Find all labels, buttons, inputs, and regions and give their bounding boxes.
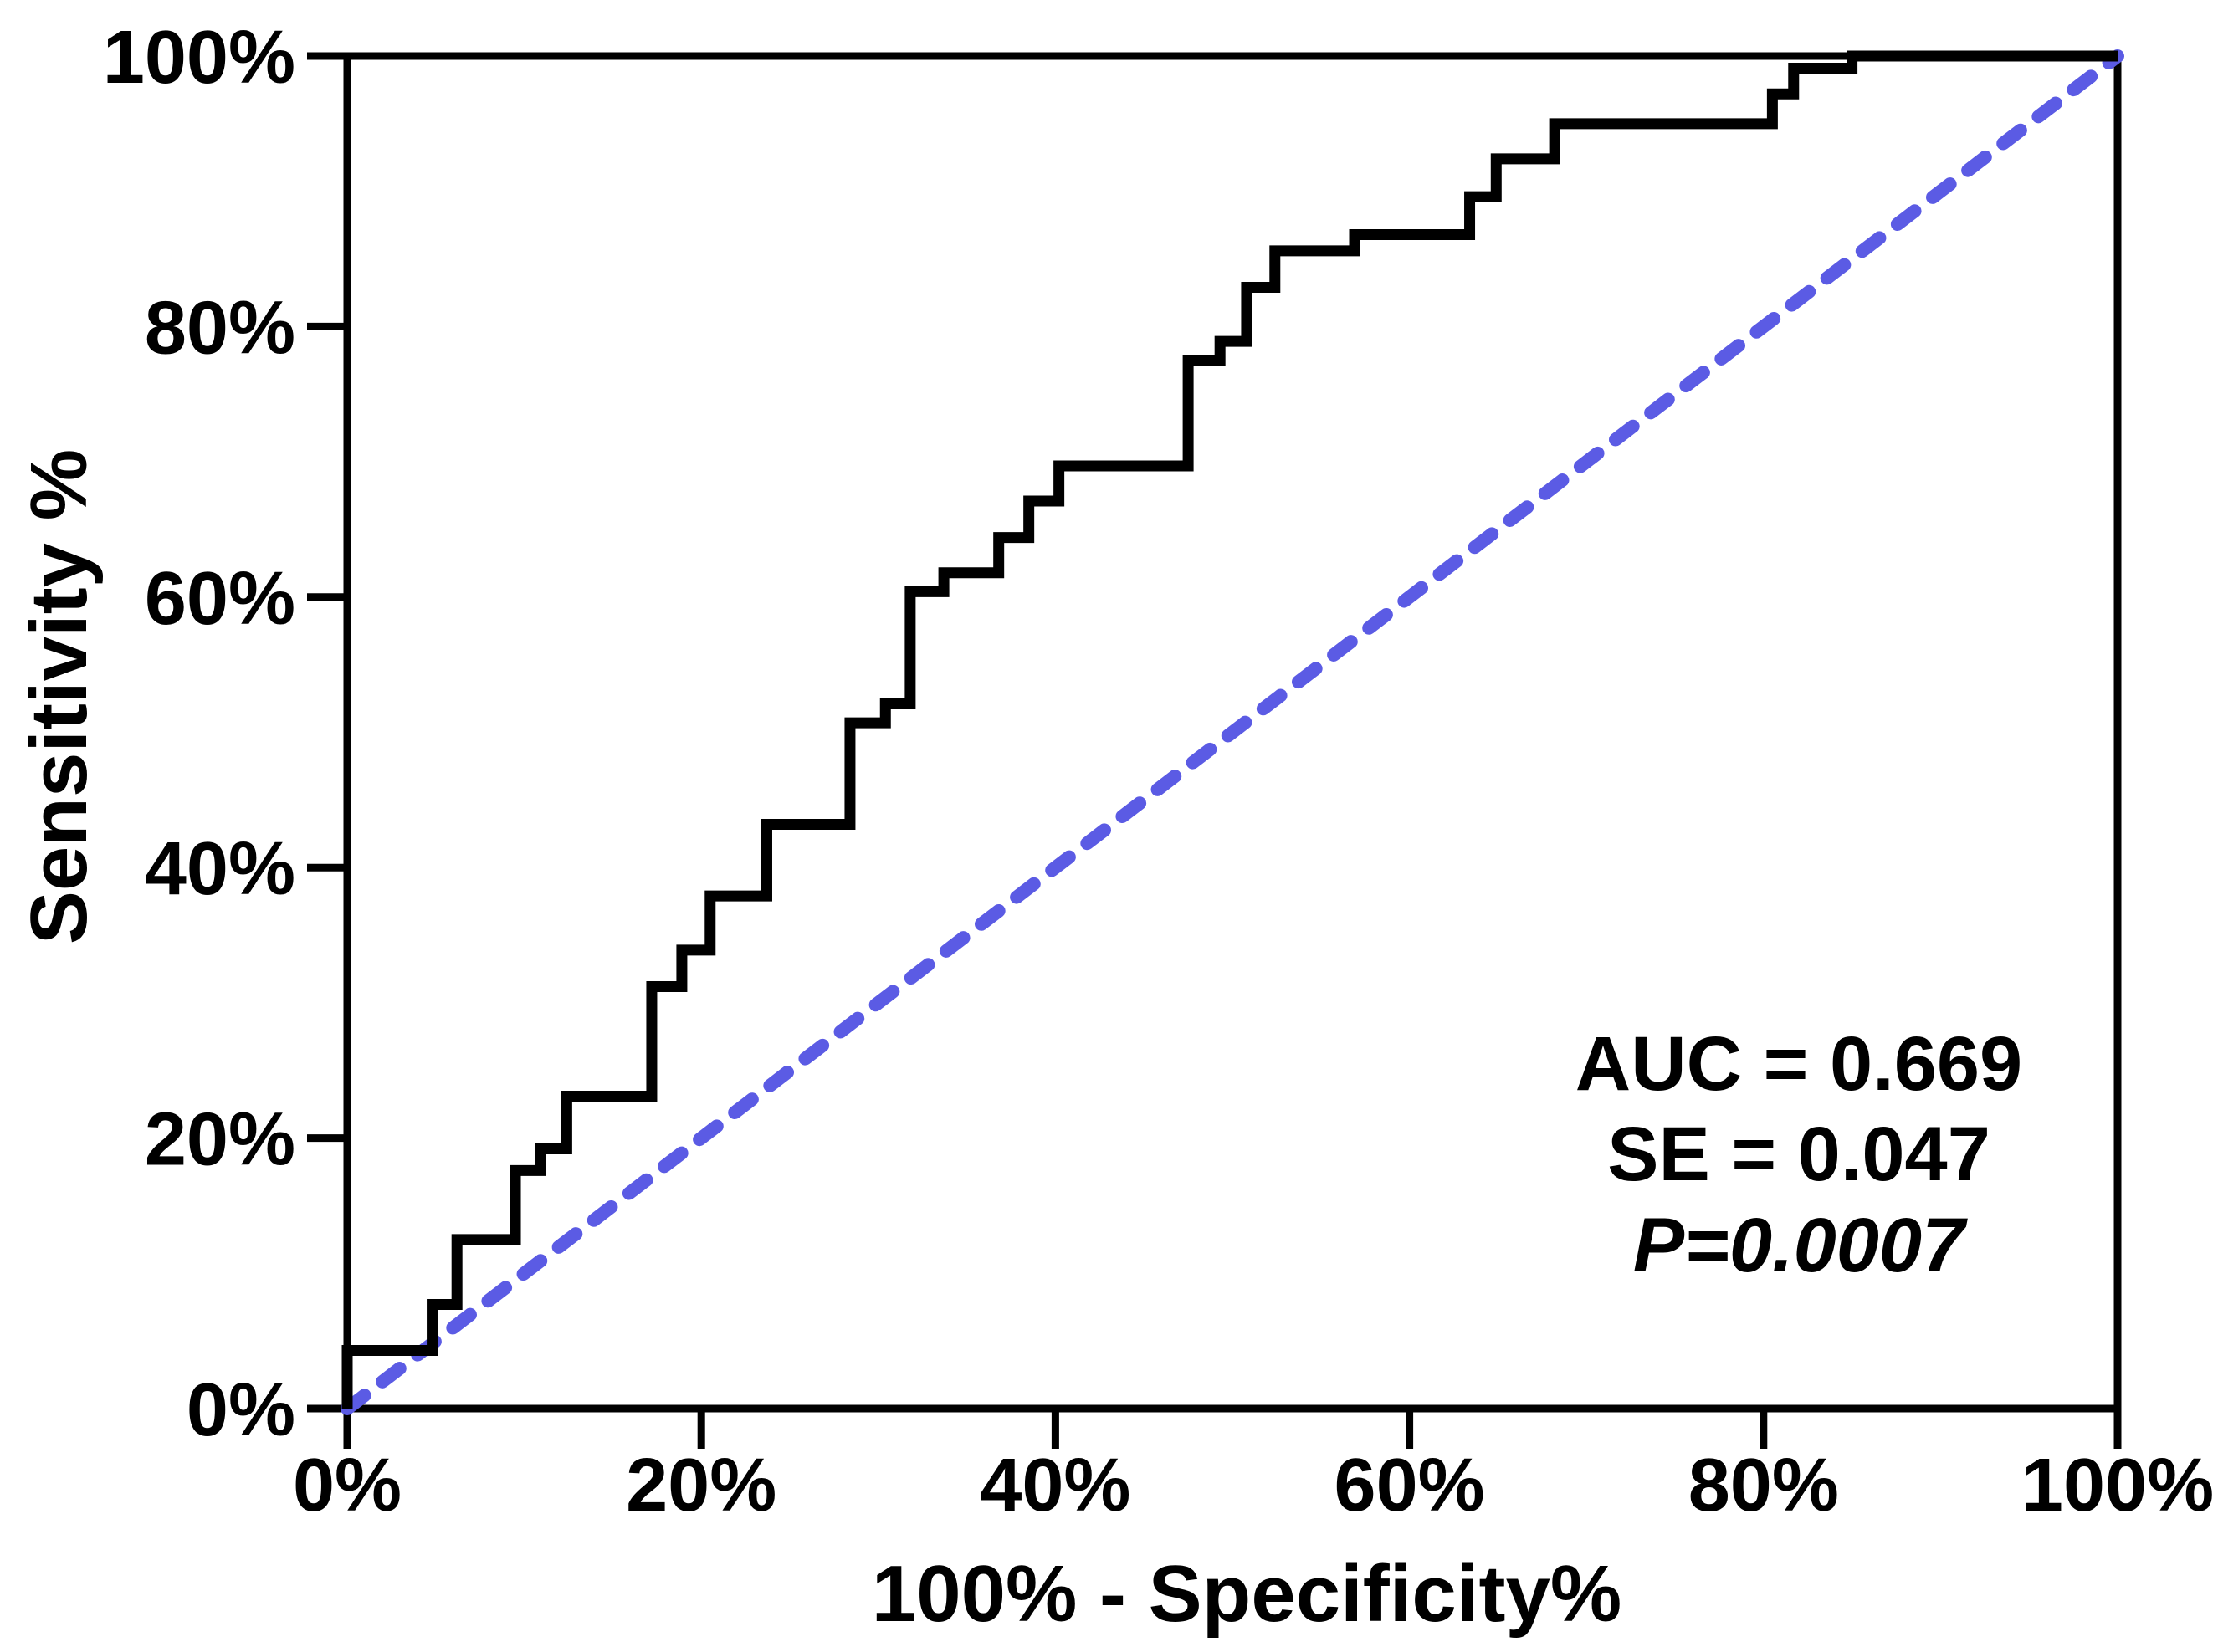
y-tick-label: 40%: [145, 827, 295, 911]
y-tick-label: 60%: [145, 557, 295, 641]
x-tick-label: 100%: [2021, 1444, 2214, 1527]
y-tick-label: 20%: [145, 1098, 295, 1182]
y-axis-tick-labels: 0% 20% 40% 60% 80% 100%: [103, 16, 295, 1452]
reference-diagonal-line: [341, 49, 2124, 1415]
x-tick-label: 80%: [1688, 1444, 1839, 1527]
y-tick-label: 0%: [187, 1368, 295, 1452]
stats-annotation: AUC = 0.669 SE = 0.047 P=0.0007: [1575, 1021, 2022, 1288]
y-axis-ticks: [307, 52, 347, 1413]
y-tick-label: 80%: [145, 286, 295, 370]
x-axis-title: 100% - Specificity%: [872, 1549, 1621, 1639]
x-tick-label: 0%: [293, 1444, 402, 1527]
x-tick-label: 60%: [1334, 1444, 1485, 1527]
x-tick-label: 40%: [980, 1444, 1130, 1527]
auc-annotation: AUC = 0.669: [1575, 1021, 2022, 1107]
y-axis-title: Sensitivity %: [14, 449, 104, 944]
plot-frame: [343, 52, 2122, 1413]
roc-curve-line: [341, 50, 2118, 1409]
series-layer: [341, 49, 2124, 1415]
x-axis-ticks: [343, 1409, 2122, 1449]
p-value-annotation: P=0.0007: [1633, 1203, 1968, 1288]
x-tick-label: 20%: [626, 1444, 776, 1527]
x-axis-tick-labels: 0% 20% 40% 60% 80% 100%: [293, 1444, 2214, 1527]
y-tick-label: 100%: [103, 16, 295, 100]
se-annotation: SE = 0.047: [1607, 1112, 1990, 1197]
